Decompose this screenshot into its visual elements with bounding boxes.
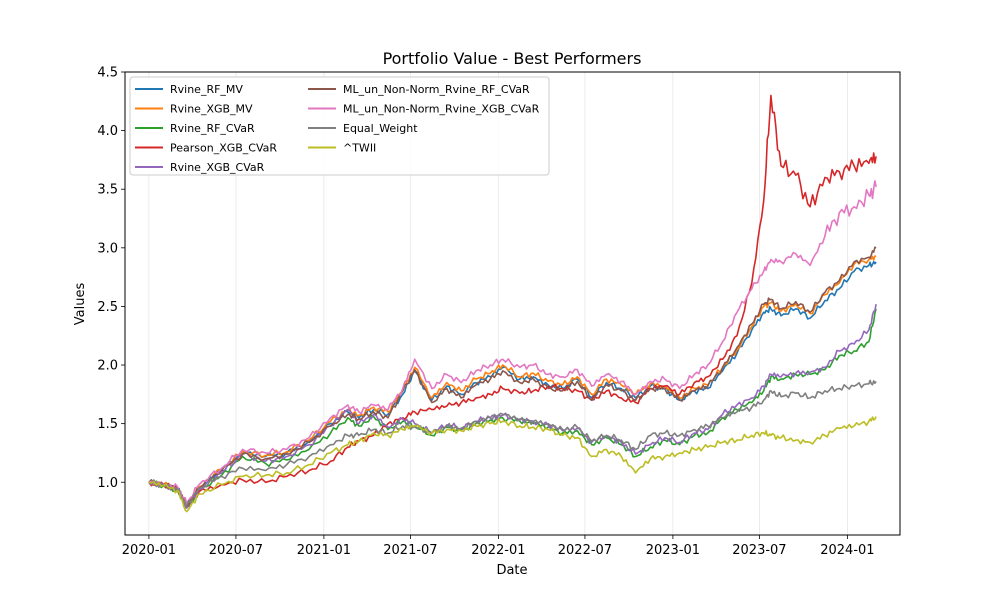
x-axis-ticks: 2020-01 2020-07 2021-01 2021-07 2022-01 2022-… bbox=[122, 535, 875, 558]
x-tick-label: 2022-01 bbox=[471, 543, 525, 558]
y-tick-label: 4.5 bbox=[97, 66, 118, 81]
chart-title: Portfolio Value - Best Performers bbox=[383, 49, 642, 68]
legend-label: Rvine_RF_MV bbox=[170, 83, 243, 96]
plot-frame bbox=[124, 71, 901, 536]
x-axis-label: Date bbox=[496, 563, 527, 578]
series-line-ml-un-non-norm-rvine-rf-cvar bbox=[148, 246, 877, 507]
series-line--twii bbox=[148, 416, 877, 513]
legend-label: ML_un_Non-Norm_Rvine_RF_CVaR bbox=[343, 83, 530, 96]
legend-label: Rvine_XGB_MV bbox=[170, 103, 253, 116]
legend-label: ^TWII bbox=[343, 142, 376, 155]
y-tick-label: 4.0 bbox=[97, 124, 118, 139]
legend-box bbox=[129, 76, 550, 176]
y-tick-label: 2.5 bbox=[97, 300, 118, 315]
x-tick-label: 2022-07 bbox=[558, 543, 612, 558]
y-axis-ticks: 1.0 1.5 2.0 2.5 3.0 3.5 4.0 4.5 bbox=[97, 66, 125, 491]
y-tick-label: 1.5 bbox=[97, 417, 118, 432]
series-line-equal-weight bbox=[148, 379, 877, 507]
legend-label: Rvine_RF_CVaR bbox=[170, 122, 255, 135]
x-tick-label: 2024-01 bbox=[820, 543, 874, 558]
series-lines bbox=[148, 94, 877, 513]
y-tick-label: 1.0 bbox=[97, 476, 118, 491]
legend-label: ML_un_Non-Norm_Rvine_XGB_CVaR bbox=[343, 103, 540, 116]
legend-label: Pearson_XGB_CVaR bbox=[170, 142, 277, 155]
legend-label: Equal_Weight bbox=[343, 122, 418, 135]
x-tick-label: 2020-07 bbox=[209, 543, 263, 558]
x-tick-label: 2023-07 bbox=[732, 543, 786, 558]
legend-label: Rvine_XGB_CVaR bbox=[170, 161, 265, 174]
x-tick-label: 2021-01 bbox=[297, 543, 351, 558]
y-tick-label: 2.0 bbox=[97, 359, 118, 374]
series-line-rvine-rf-mv bbox=[148, 260, 877, 507]
y-axis-label: Values bbox=[73, 283, 88, 326]
x-tick-label: 2021-07 bbox=[383, 543, 437, 558]
x-tick-label: 2023-01 bbox=[646, 543, 700, 558]
series-line-rvine-xgb-mv bbox=[148, 255, 877, 507]
series-line-ml-un-non-norm-rvine-xgb-cvar bbox=[148, 180, 877, 505]
x-tick-label: 2020-01 bbox=[122, 543, 176, 558]
y-tick-label: 3.0 bbox=[97, 241, 118, 256]
y-tick-label: 3.5 bbox=[97, 183, 118, 198]
legend: Rvine_RF_MV Rvine_XGB_MV Rvine_RF_CVaR Pear… bbox=[129, 76, 550, 176]
series-line-rvine-rf-cvar bbox=[148, 308, 877, 509]
